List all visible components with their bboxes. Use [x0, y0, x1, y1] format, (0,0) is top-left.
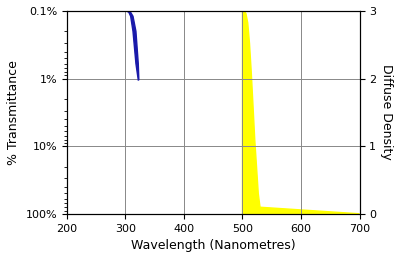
Y-axis label: Diffuse Density: Diffuse Density	[380, 64, 393, 160]
Polygon shape	[242, 11, 360, 214]
Polygon shape	[125, 11, 139, 80]
X-axis label: Wavelength (Nanometres): Wavelength (Nanometres)	[131, 239, 296, 252]
Y-axis label: % Transmittance: % Transmittance	[7, 60, 20, 165]
